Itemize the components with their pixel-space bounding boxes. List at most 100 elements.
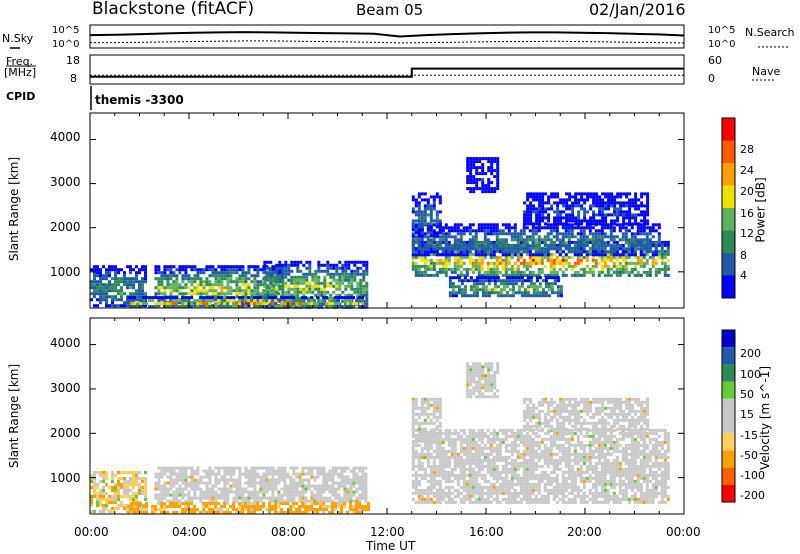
power-cell	[334, 305, 338, 309]
power-cell	[417, 222, 421, 226]
power-cell	[528, 273, 532, 277]
velocity-cell	[274, 478, 278, 482]
power-cell	[456, 232, 460, 236]
velocity-cell	[352, 511, 356, 514]
power-cell	[598, 201, 602, 205]
power-cell	[475, 184, 479, 188]
velocity-cell	[144, 471, 147, 474]
power-cell	[553, 210, 557, 214]
power-cell	[481, 291, 485, 295]
power-cell	[284, 293, 288, 297]
velocity-cell	[253, 478, 257, 482]
velocity-cell	[414, 488, 418, 492]
power-cell	[612, 264, 616, 268]
velocity-cell	[340, 475, 344, 479]
velocity-cell	[142, 505, 146, 508]
velocity-cell	[127, 511, 131, 514]
power-cell	[606, 250, 610, 254]
power-cell	[634, 198, 638, 202]
power-cell	[564, 244, 568, 248]
power-cell	[486, 226, 490, 230]
velocity-cell	[229, 484, 233, 488]
power-cell	[574, 195, 578, 199]
velocity-cell	[307, 499, 311, 503]
power-cell	[145, 302, 149, 306]
velocity-cell	[175, 472, 179, 476]
power-cell	[314, 272, 318, 276]
power-cell	[648, 249, 652, 253]
power-cell	[340, 305, 344, 309]
power-cell	[420, 198, 424, 202]
power-cell	[604, 216, 608, 220]
power-cell	[622, 219, 626, 223]
power-cell	[196, 283, 200, 287]
velocity-cell	[166, 481, 170, 485]
power-cell	[278, 284, 282, 288]
power-cell	[163, 274, 167, 278]
power-cell	[349, 299, 353, 303]
velocity-cell	[127, 505, 131, 508]
velocity-cell	[271, 466, 275, 470]
power-cell	[355, 302, 359, 306]
velocity-cell	[474, 452, 478, 456]
power-cell	[108, 289, 111, 293]
power-cell	[484, 291, 488, 295]
power-cell	[435, 192, 439, 196]
velocity-cell	[141, 486, 144, 489]
velocity-cell	[253, 481, 257, 485]
velocity-cell	[364, 505, 368, 508]
power-cell	[586, 195, 590, 199]
power-cell	[205, 280, 209, 284]
power-cell	[556, 213, 560, 217]
power-cell	[338, 260, 342, 264]
velocity-cell	[199, 475, 203, 479]
power-cell	[534, 244, 538, 248]
power-cell	[586, 219, 590, 223]
power-cell	[525, 235, 529, 239]
velocity-cell	[144, 495, 147, 498]
power-cell	[432, 223, 436, 227]
power-cell	[519, 249, 523, 253]
power-cell	[495, 264, 499, 268]
power-cell	[432, 250, 436, 254]
velocity-cell	[435, 494, 439, 498]
power-cell	[123, 274, 126, 278]
power-cell	[172, 302, 176, 306]
velocity-cell	[181, 466, 185, 470]
velocity-cell	[411, 467, 415, 471]
velocity-cell	[319, 505, 323, 508]
velocity-cell	[468, 461, 472, 465]
velocity-cell	[268, 511, 272, 514]
power-cell	[287, 272, 291, 276]
power-cell	[114, 277, 117, 281]
velocity-cell	[322, 469, 326, 473]
power-cell	[589, 216, 593, 220]
velocity-cell	[142, 508, 146, 511]
velocity-cell	[480, 494, 484, 498]
power-cell	[417, 201, 421, 205]
velocity-cell	[160, 505, 164, 508]
velocity-ytick-3000: 3000	[50, 381, 81, 395]
velocity-cell	[268, 472, 272, 476]
velocity-cell	[211, 484, 215, 488]
velocity-cell	[280, 508, 284, 511]
velocity-cell	[358, 505, 362, 508]
velocity-cell	[298, 484, 302, 488]
power-cell	[624, 241, 628, 245]
velocity-cell	[459, 437, 463, 441]
velocity-cell	[295, 475, 299, 479]
velocity-cell	[453, 461, 457, 465]
power-cell	[226, 296, 230, 300]
power-cell	[651, 253, 655, 257]
velocity-cell	[280, 493, 284, 497]
velocity-cell	[444, 431, 448, 435]
velocity-cell	[444, 458, 448, 462]
power-cell	[646, 204, 650, 208]
velocity-cell	[480, 431, 484, 435]
power-cell	[609, 267, 613, 271]
power-cell	[492, 226, 496, 230]
velocity-cell	[343, 481, 347, 485]
velocity-region-2	[127, 502, 371, 514]
velocity-cell	[114, 501, 117, 504]
power-cell	[335, 278, 339, 282]
